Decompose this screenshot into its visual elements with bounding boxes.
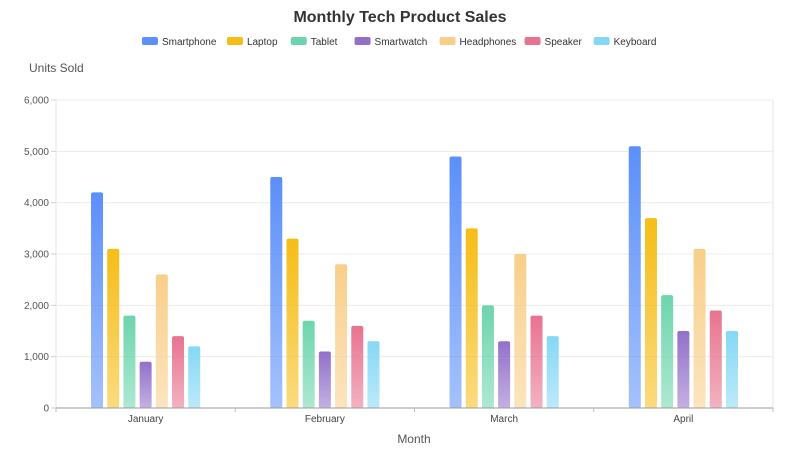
legend-item-headphones[interactable]: Headphones: [439, 37, 517, 48]
legend-swatch: [290, 37, 307, 45]
bar-tablet-march[interactable]: [481, 305, 494, 408]
legend-item-smartphone[interactable]: Smartphone: [141, 37, 217, 48]
legend-swatch: [593, 37, 610, 45]
bar-laptop-february[interactable]: [286, 238, 299, 408]
legend-item-speaker[interactable]: Speaker: [524, 37, 583, 48]
chart-title: Monthly Tech Product Sales: [293, 9, 506, 26]
bar-headphones-february[interactable]: [335, 264, 348, 408]
legend-swatch: [141, 37, 158, 45]
legend-swatch: [524, 37, 541, 45]
x-tick-label: March: [490, 414, 518, 425]
bar-smartwatch-april[interactable]: [677, 331, 690, 408]
y-axis-title: Units Sold: [29, 61, 84, 75]
y-tick-label: 0: [43, 404, 49, 415]
bar-headphones-january[interactable]: [155, 274, 168, 408]
bar-headphones-april[interactable]: [693, 248, 706, 408]
legend-swatch: [354, 37, 371, 45]
bar-tablet-february[interactable]: [302, 320, 315, 408]
bar-keyboard-april[interactable]: [725, 331, 738, 408]
bar-smartphone-january[interactable]: [91, 192, 104, 408]
y-tick-label: 3,000: [24, 250, 49, 261]
legend-label: Tablet: [311, 37, 338, 48]
x-axis-title: Month: [397, 432, 430, 446]
legend-item-smartwatch[interactable]: Smartwatch: [354, 37, 428, 48]
bar-keyboard-january[interactable]: [188, 346, 201, 408]
bar-keyboard-february[interactable]: [367, 341, 380, 408]
x-tick-label: January: [128, 414, 164, 425]
legend-label: Laptop: [247, 37, 278, 48]
y-tick-label: 4,000: [24, 198, 49, 209]
legend-label: Keyboard: [614, 37, 657, 48]
bar-laptop-april[interactable]: [644, 218, 657, 408]
legend-item-keyboard[interactable]: Keyboard: [593, 37, 657, 48]
bar-smartphone-march[interactable]: [449, 156, 462, 408]
bar-laptop-march[interactable]: [465, 228, 478, 408]
legend-swatch: [439, 37, 456, 45]
bar-tablet-january[interactable]: [123, 315, 136, 408]
bar-smartwatch-february[interactable]: [318, 351, 331, 408]
legend-item-laptop[interactable]: Laptop: [226, 37, 278, 48]
bar-keyboard-march[interactable]: [546, 336, 559, 408]
x-axis: January February March April: [55, 407, 774, 425]
bar-speaker-april[interactable]: [709, 310, 722, 408]
bar-smartwatch-march[interactable]: [498, 341, 511, 408]
bars: [91, 146, 738, 408]
legend-label: Smartphone: [162, 37, 217, 48]
bar-speaker-january[interactable]: [172, 336, 185, 408]
y-tick-label: 2,000: [24, 301, 49, 312]
bar-smartphone-april[interactable]: [628, 146, 641, 408]
bar-smartphone-february[interactable]: [270, 177, 283, 408]
bar-tablet-april[interactable]: [661, 295, 674, 408]
x-tick-label: April: [673, 414, 693, 425]
bar-speaker-march[interactable]: [530, 315, 543, 408]
y-tick-label: 5,000: [24, 147, 49, 158]
legend: Smartphone Laptop Tablet Smartwatch Headphon…: [141, 37, 657, 48]
legend-item-tablet[interactable]: Tablet: [290, 37, 338, 48]
legend-label: Speaker: [545, 37, 583, 48]
y-tick-label: 1,000: [24, 352, 49, 363]
y-tick-label: 6,000: [24, 96, 49, 107]
bar-smartwatch-january[interactable]: [139, 361, 152, 408]
legend-label: Headphones: [460, 37, 517, 48]
legend-swatch: [226, 37, 243, 45]
y-axis-ticks: 0 1,000 2,000 3,000 4,000 5,000 6,000: [24, 96, 56, 415]
bar-speaker-february[interactable]: [351, 325, 364, 408]
bar-headphones-march[interactable]: [514, 254, 527, 408]
legend-label: Smartwatch: [375, 37, 428, 48]
bar-laptop-january[interactable]: [107, 248, 120, 408]
x-tick-label: February: [305, 414, 345, 425]
